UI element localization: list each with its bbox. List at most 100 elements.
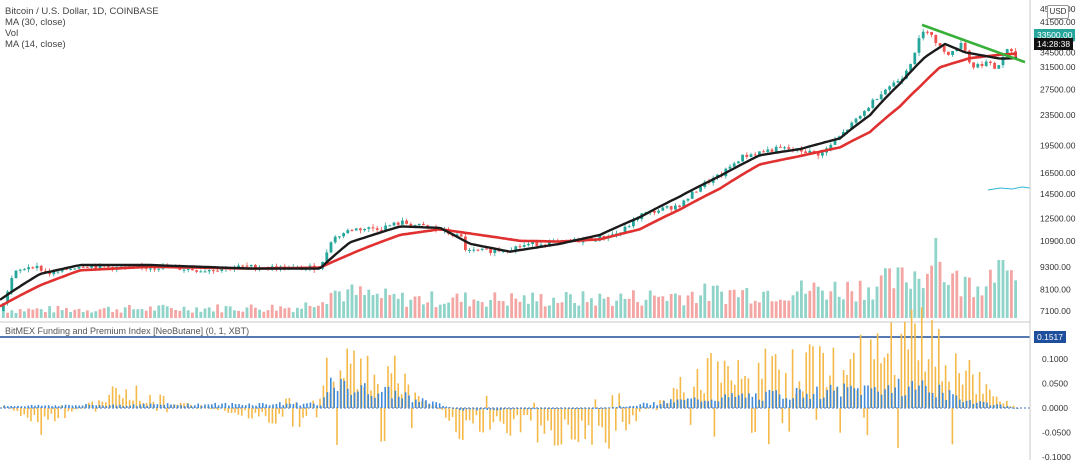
premium-bar — [985, 384, 988, 408]
volume-bar — [942, 282, 946, 318]
funding-bar — [61, 405, 63, 408]
premium-bar — [162, 395, 165, 408]
premium-bar — [322, 385, 325, 408]
funding-bar — [319, 405, 322, 408]
funding-bar — [952, 394, 954, 408]
ma14-line[interactable] — [0, 42, 1018, 301]
premium-bar — [1012, 405, 1015, 408]
volume-bar — [842, 299, 845, 318]
candle-body — [695, 191, 698, 193]
indicator-level-tag: 0.1517 — [1034, 331, 1066, 343]
candle-body — [783, 147, 786, 149]
volume-bar — [153, 310, 156, 318]
volume-bar — [224, 306, 228, 318]
premium-bar — [217, 408, 219, 411]
funding-bar — [520, 408, 522, 409]
volume-bar — [270, 304, 274, 318]
legend-ma30[interactable]: MA (30, close) — [5, 17, 66, 28]
symbol-title[interactable]: Bitcoin / U.S. Dollar, 1D, COINBASE — [5, 6, 159, 17]
premium-bar — [645, 408, 648, 409]
premium-bar — [550, 408, 552, 431]
volume-bar — [245, 307, 249, 318]
premium-bar — [632, 408, 634, 416]
candle-body — [690, 191, 694, 199]
premium-bar — [785, 372, 787, 408]
premium-bar — [621, 408, 624, 422]
candle-body — [56, 271, 60, 273]
candle-body — [976, 63, 980, 68]
volume-bar — [367, 289, 371, 318]
premium-bar — [115, 387, 117, 408]
premium-bar — [584, 408, 586, 440]
premium-bar — [472, 408, 474, 424]
premium-bar — [285, 398, 287, 408]
funding-bar — [534, 408, 536, 410]
volume-bar — [699, 295, 702, 318]
funding-bar — [972, 403, 975, 408]
funding-bar — [914, 389, 917, 408]
candle-body — [737, 161, 740, 164]
funding-bar — [602, 407, 604, 409]
candle-body — [186, 268, 190, 270]
premium-bar — [723, 360, 726, 408]
premium-bar — [703, 393, 705, 408]
funding-bar — [3, 405, 6, 408]
premium-bar — [71, 408, 73, 412]
price-axis[interactable]: 45000.0041500.0037500.0034500.0031500.00… — [1029, 0, 1076, 460]
premium-bar — [380, 408, 382, 442]
volume-bar — [1001, 260, 1005, 318]
premium-bar — [594, 399, 597, 408]
volume-bar — [430, 291, 434, 318]
funding-bar — [799, 389, 801, 408]
indicator-title[interactable]: BitMEX Funding and Premium Index [NeoBut… — [5, 326, 250, 336]
funding-bar — [435, 402, 437, 408]
funding-bar — [442, 405, 444, 408]
premium-bar — [897, 408, 899, 448]
premium-bar — [883, 357, 886, 408]
candle-body — [489, 248, 492, 254]
premium-bar — [230, 408, 233, 413]
premium-bar — [693, 386, 695, 408]
volume-bar — [993, 282, 996, 318]
candle-body — [779, 146, 782, 148]
volume-bar — [947, 284, 950, 318]
trendline[interactable] — [921, 23, 1026, 64]
legend-ma14[interactable]: MA (14, close) — [5, 39, 66, 50]
volume-bar — [212, 311, 215, 318]
volume-bar — [501, 301, 505, 318]
volume-bar — [695, 303, 698, 318]
premium-bar — [764, 348, 767, 408]
volume-bar — [174, 309, 177, 318]
legend-vol[interactable]: Vol — [5, 28, 19, 39]
premium-bar — [659, 400, 661, 408]
funding-bar — [697, 399, 699, 408]
candle-body — [245, 265, 249, 267]
funding-bar — [629, 406, 631, 408]
candle-body — [472, 249, 476, 251]
candle-body — [888, 86, 891, 90]
premium-bar — [394, 355, 396, 408]
candle-body — [1010, 49, 1013, 52]
candle-body — [44, 270, 47, 272]
volume-bar — [976, 286, 980, 318]
price-pane[interactable] — [0, 23, 1031, 323]
volume-bar — [963, 276, 967, 318]
funding-bar — [564, 408, 567, 409]
volume-bar — [409, 299, 413, 318]
candle-body — [674, 205, 677, 210]
indicator-pane[interactable] — [0, 307, 1030, 449]
currency-badge[interactable]: USD — [1047, 5, 1069, 19]
funding-bar — [996, 404, 998, 408]
ma30-line[interactable] — [0, 52, 1017, 308]
candle-body — [997, 65, 1001, 69]
premium-bar — [577, 408, 580, 442]
candle-body — [459, 234, 463, 237]
candle-body — [623, 226, 627, 233]
candle-body — [363, 228, 366, 231]
volume-bar — [107, 306, 110, 318]
funding-bar — [863, 385, 866, 408]
funding-bar — [935, 397, 937, 408]
volume-bar — [468, 306, 471, 318]
funding-bar — [357, 391, 359, 408]
